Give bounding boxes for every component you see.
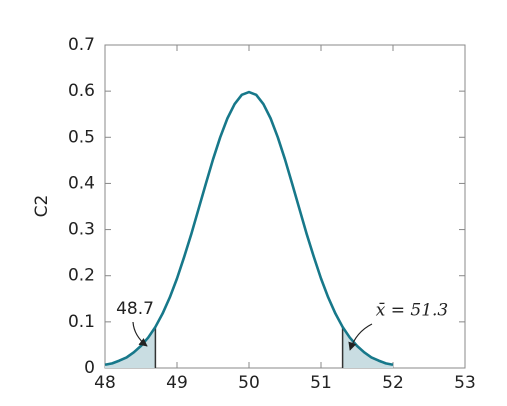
y-tick-label: 0.3: [68, 220, 95, 240]
y-tick-label: 0.6: [68, 81, 95, 101]
y-tick-label: 0: [84, 358, 95, 378]
y-tick-label: 0.7: [68, 35, 95, 55]
plot-frame: [104, 44, 466, 369]
x-tick-label: 50: [238, 373, 260, 393]
x-tick-label: 51: [310, 373, 332, 393]
annotation-arrow: [132, 321, 148, 347]
shaded-area: [342, 326, 393, 368]
density-curve: [104, 90, 394, 367]
shaded-area: [105, 326, 156, 368]
annotation-arrow: [348, 323, 373, 351]
annotation: 48.7: [116, 299, 154, 319]
x-tick-label: 52: [382, 373, 404, 393]
y-axis-label: C2: [32, 195, 52, 218]
y-tick-label: 0.2: [68, 266, 95, 286]
x-tick-label: 49: [166, 373, 188, 393]
x-tick-label: 48: [94, 373, 116, 393]
y-tick-label: 0.4: [68, 173, 95, 193]
y-tick-label: 0.5: [68, 127, 95, 147]
y-tick-label: 0.1: [68, 312, 95, 332]
annotation: x̄ = 51.3: [376, 301, 449, 321]
x-tick-label: 53: [454, 373, 476, 393]
